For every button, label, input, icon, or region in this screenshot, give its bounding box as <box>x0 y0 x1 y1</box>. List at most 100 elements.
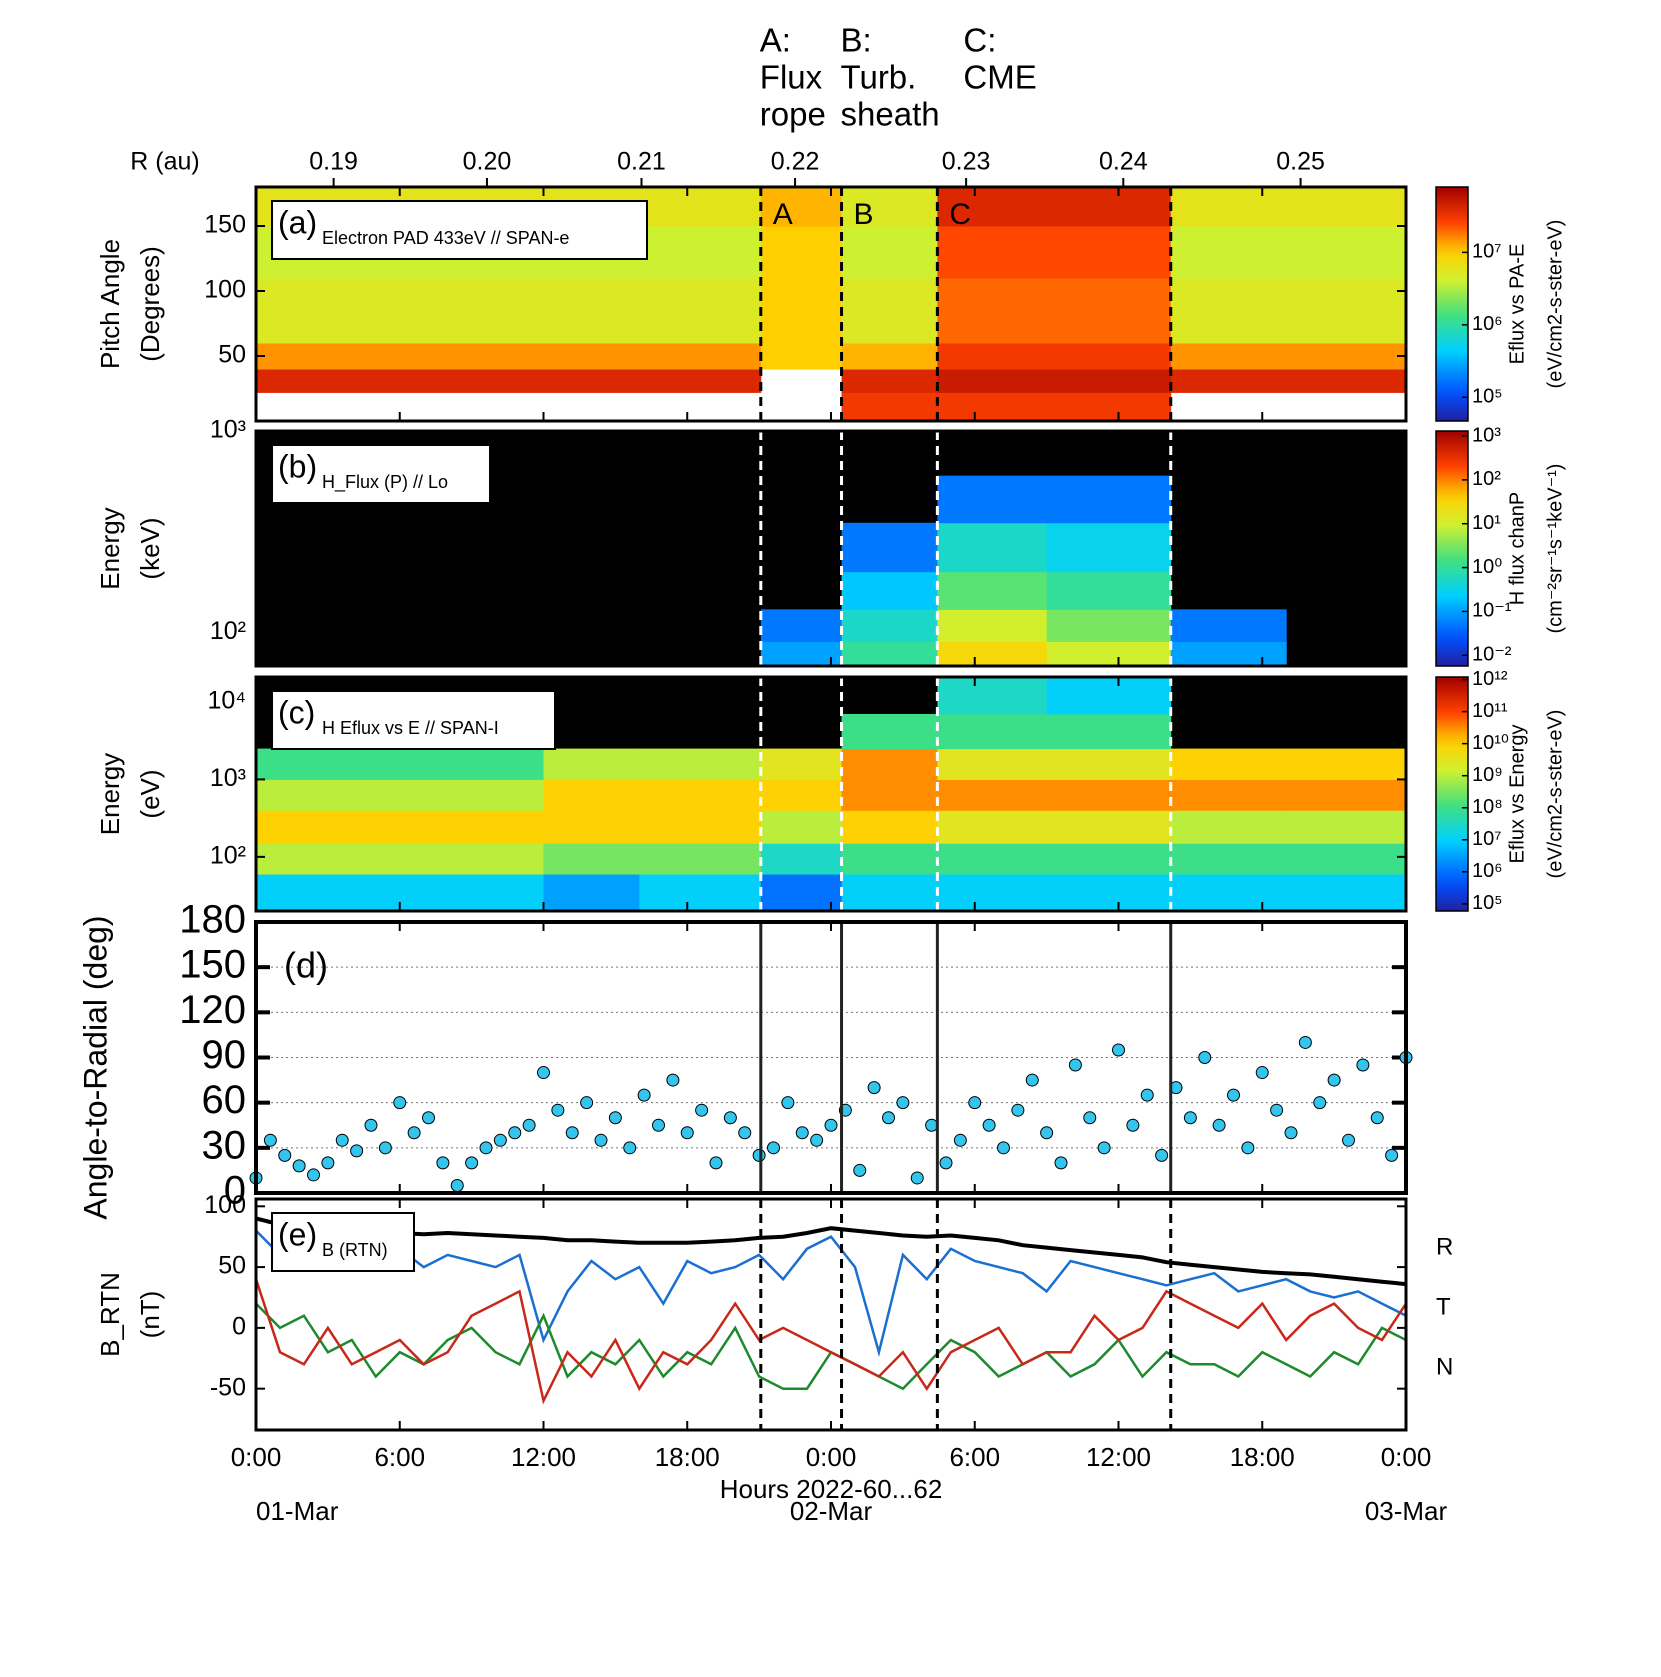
heatmap-cell <box>447 874 544 912</box>
heatmap-cell <box>760 278 843 344</box>
heatmap-cell <box>760 810 843 844</box>
y-tick-label: 10² <box>210 617 246 645</box>
colorbar-tick-label: 10¹ <box>1472 512 1501 534</box>
label-box <box>271 1212 415 1272</box>
x-axis-label: Hours 2022-60...62 <box>720 1474 943 1504</box>
scatter-point <box>1313 1096 1327 1110</box>
heatmap-cell <box>760 187 843 227</box>
r-axis-label: R (au) <box>130 148 199 176</box>
heatmap-cell <box>639 810 762 844</box>
y-tick-label: 0 <box>224 1169 246 1213</box>
heatmap-cell <box>760 874 843 912</box>
heatmap-cell <box>1046 522 1172 573</box>
panel-title: H_Flux (P) // Lo <box>322 472 448 493</box>
heatmap-cell <box>1046 392 1172 422</box>
heatmap-cell <box>841 392 938 422</box>
panel-label: (e) <box>278 1216 317 1252</box>
heatmap-cell <box>1286 369 1407 393</box>
scatter-point <box>853 1163 867 1177</box>
panel-label: (d) <box>284 945 328 986</box>
colorbar-label: (eV/cm2-s-ster-eV) <box>1544 220 1566 389</box>
heatmap-cell <box>639 278 762 344</box>
heatmap-cell <box>1046 779 1172 811</box>
heatmap-cell <box>351 278 449 344</box>
heatmap-cell <box>937 571 1048 610</box>
heatmap-cell <box>937 187 1048 227</box>
event-note: rope <box>760 96 826 133</box>
scatter-point <box>1342 1133 1355 1147</box>
heatmap-cell <box>543 278 640 344</box>
legend-entry: N <box>1436 1353 1453 1380</box>
heatmap-cell <box>1170 874 1287 912</box>
heatmap-cell <box>1046 226 1172 279</box>
x-tick-label: 18:00 <box>655 1442 720 1472</box>
scatter-point <box>465 1156 479 1170</box>
scatter-point <box>292 1159 306 1173</box>
y-tick-label: 180 <box>179 898 246 942</box>
scatter-point <box>997 1141 1010 1155</box>
heatmap-cell <box>937 779 1048 811</box>
scatter-point <box>508 1126 522 1140</box>
heatmap-cell <box>937 609 1048 642</box>
heatmap-cell <box>543 843 640 875</box>
heatmap-cell <box>1046 874 1172 912</box>
scatter-point <box>1126 1118 1140 1132</box>
panel-title: B (RTN) <box>322 1240 388 1260</box>
heatmap-cell <box>1046 571 1172 610</box>
scatter-point <box>1140 1088 1154 1102</box>
colorbar-tick-label: 10³ <box>1472 424 1501 446</box>
scatter-point <box>1298 1035 1312 1049</box>
heatmap-cell <box>1170 641 1287 667</box>
label-box <box>271 690 556 750</box>
colorbar-tick-label: 10¹¹ <box>1472 700 1508 722</box>
heatmap-cell <box>841 843 938 875</box>
heatmap-cell <box>760 843 843 875</box>
scatter-point <box>450 1178 464 1192</box>
heatmap-cell <box>841 609 938 642</box>
plot-frame <box>254 1197 1408 1432</box>
scatter-point <box>350 1144 364 1158</box>
heatmap-cell <box>1170 779 1287 811</box>
scatter-point <box>551 1103 565 1117</box>
colorbar-tick-label: 10⁶ <box>1472 860 1502 882</box>
y-tick-label: 30 <box>202 1123 247 1167</box>
date-label: 02-Mar <box>790 1496 873 1526</box>
heatmap-cell <box>937 874 1048 912</box>
scatter-point <box>422 1111 435 1125</box>
scatter-point <box>623 1141 637 1155</box>
y-tick-label: 10³ <box>210 764 246 792</box>
colorbar-label: H flux chanP <box>1506 492 1528 605</box>
scatter-point <box>393 1096 407 1110</box>
colorbar-tick-label: 10⁷ <box>1472 828 1501 850</box>
heatmap-cell <box>447 779 544 811</box>
colorbar-tick-label: 10⁸ <box>1472 796 1503 818</box>
y-tick-label: 10² <box>210 841 246 869</box>
scatter-point <box>1385 1148 1399 1162</box>
scatter-point <box>1198 1051 1212 1064</box>
event-note: B: <box>841 22 872 59</box>
heatmap-cell <box>351 369 449 393</box>
y-tick-label: 10³ <box>210 416 246 444</box>
y-tick-label: 60 <box>202 1078 247 1122</box>
event-note: sheath <box>841 96 940 133</box>
heatmap-cell <box>841 748 938 780</box>
line-series <box>256 1278 1406 1405</box>
scatter-point <box>1356 1058 1370 1072</box>
heatmap-cell <box>841 779 938 811</box>
scatter-point <box>522 1118 536 1132</box>
scatter-point <box>1155 1148 1169 1162</box>
heatmap-cell <box>841 571 938 610</box>
heatmap-cell <box>760 609 843 642</box>
scatter-point <box>537 1066 550 1080</box>
scatter-point <box>1054 1156 1068 1170</box>
scatter-point <box>263 1133 277 1147</box>
event-note: Flux <box>760 59 823 96</box>
scatter-point <box>580 1096 594 1110</box>
heatmap-cell <box>1170 369 1287 393</box>
scatter-point <box>1083 1111 1097 1125</box>
heatmap-cell <box>639 226 762 279</box>
heatmap-cell <box>841 713 938 750</box>
heatmap-cell <box>1286 226 1407 279</box>
heatmap-cell <box>447 278 544 344</box>
heatmap-cell <box>639 748 762 780</box>
